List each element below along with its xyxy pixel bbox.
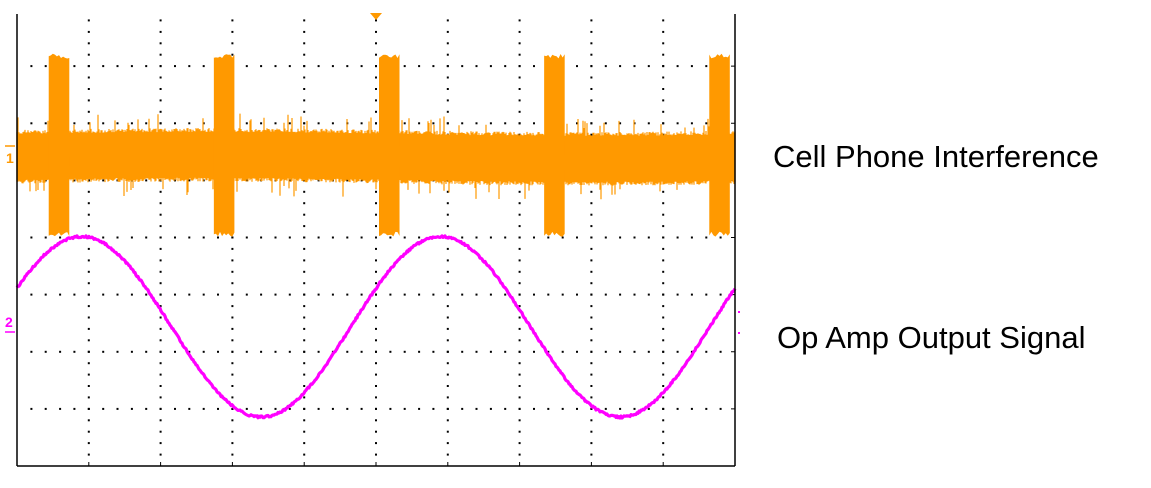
svg-text:2: 2 [5, 314, 13, 330]
channel1-trace [16, 51, 736, 237]
svg-text:1: 1 [6, 150, 14, 166]
channel2-marker: 2 [5, 314, 15, 333]
ch2-edge-dot [738, 332, 740, 334]
ch2-edge-dot [738, 311, 740, 313]
channel2-trace [15, 234, 737, 420]
trigger-marker-icon [370, 13, 382, 20]
channel1-label: Cell Phone Interference [773, 139, 1099, 174]
channel2-label: Op Amp Output Signal [777, 320, 1086, 355]
oscilloscope-display: 1 2 [5, 13, 740, 467]
channel1-marker: 1 [5, 145, 15, 166]
